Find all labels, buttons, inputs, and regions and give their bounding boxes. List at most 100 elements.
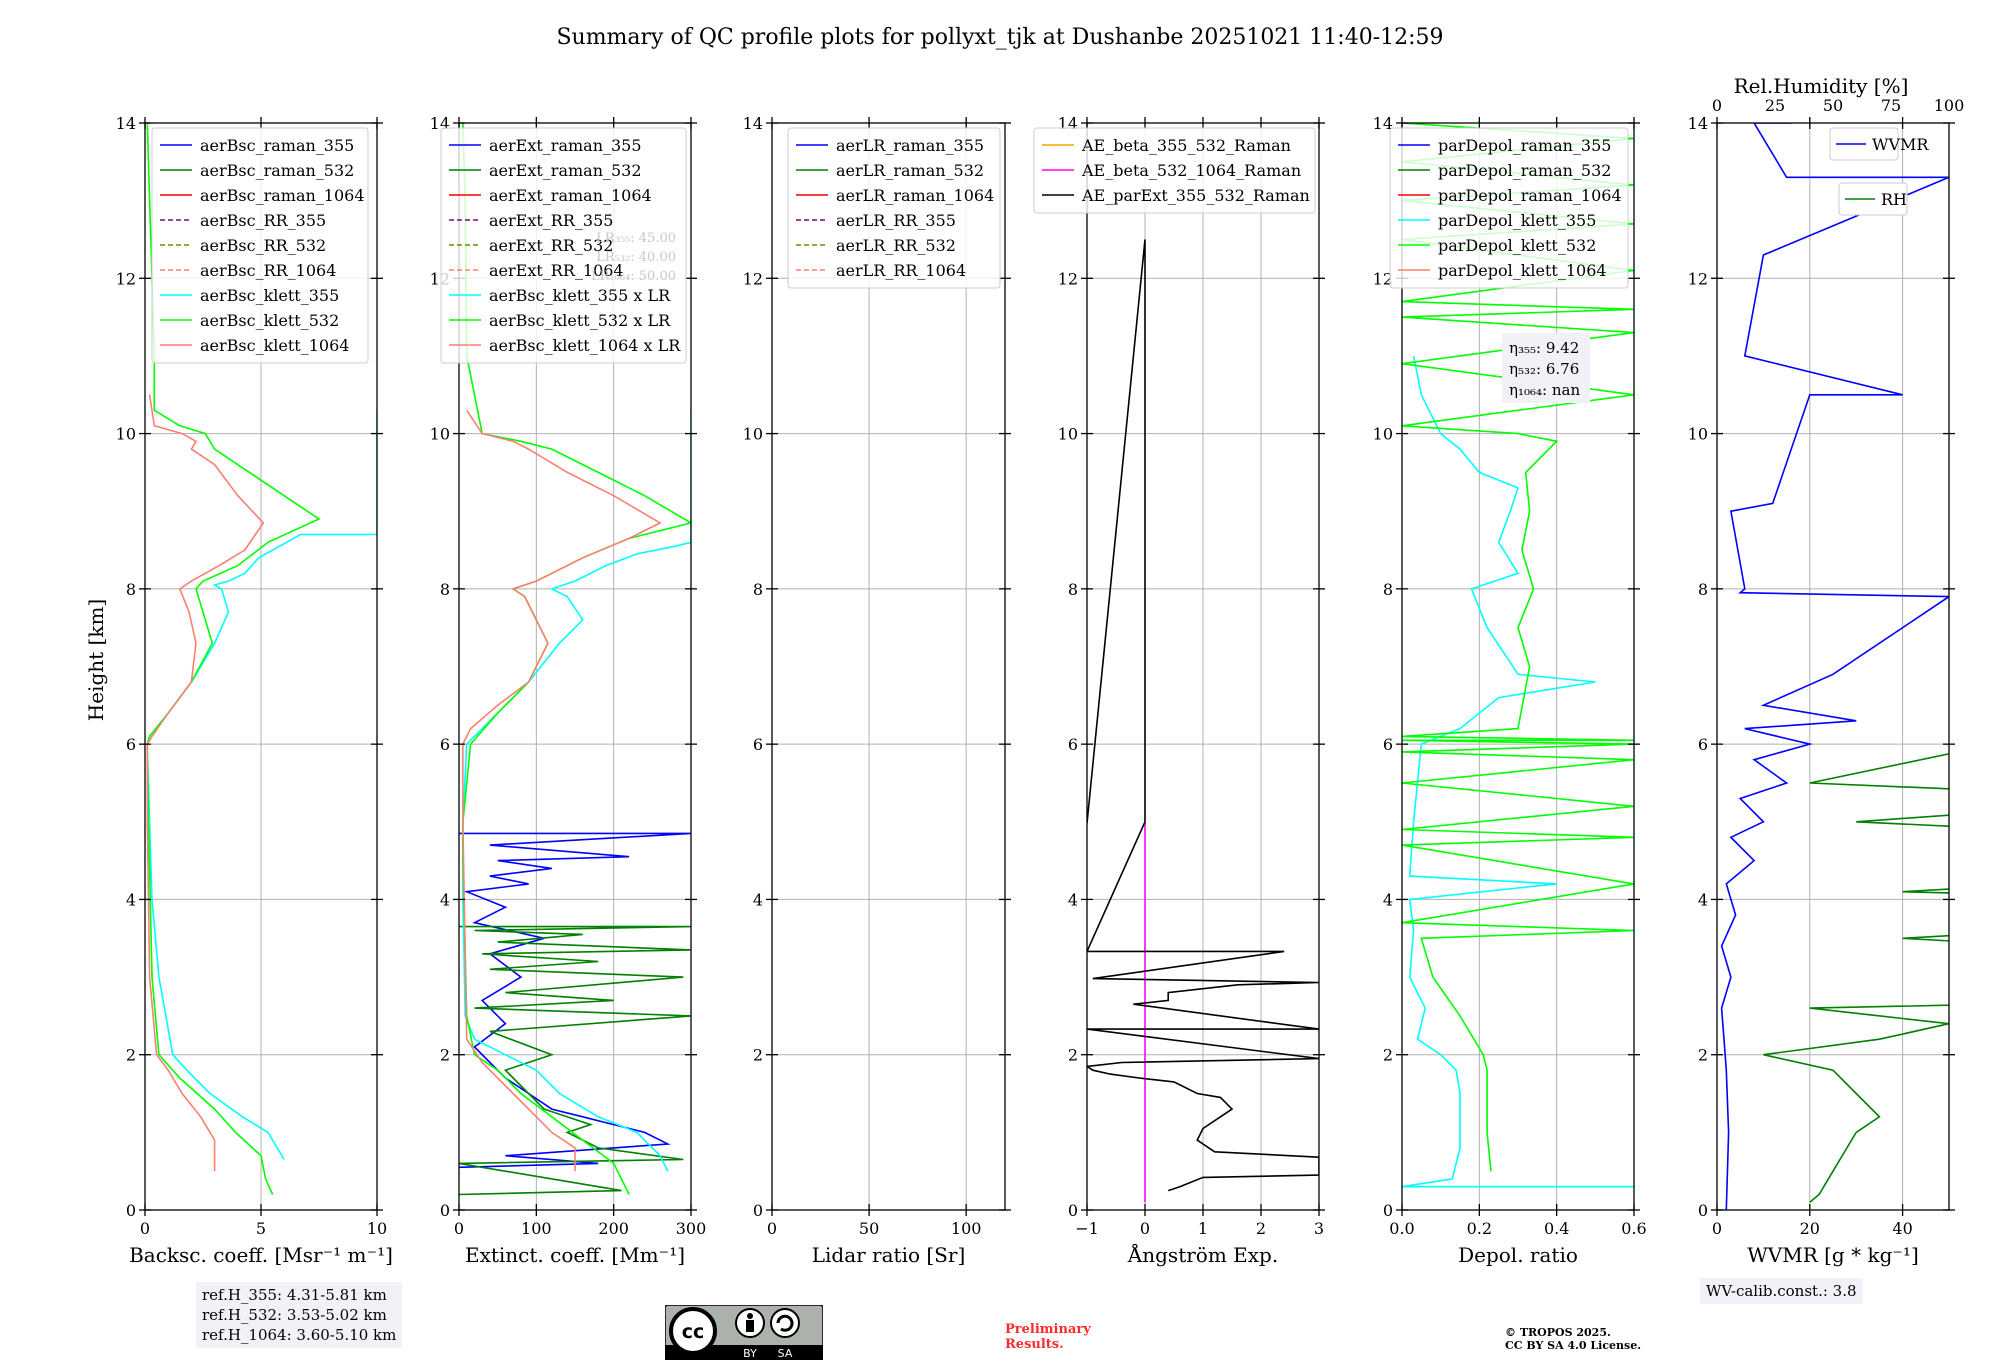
- person-head-shape: [747, 1313, 753, 1319]
- y-tick-label: 8: [1698, 580, 1708, 599]
- x-tick-label: 5: [256, 1219, 266, 1238]
- legend-label: aerBsc_RR_1064: [200, 261, 336, 280]
- copyright-line-2: CC BY SA 4.0 License.: [1505, 1339, 1642, 1352]
- legend-box: [1389, 127, 1629, 289]
- legend-box: [440, 127, 687, 364]
- y-tick-label: 4: [1698, 890, 1708, 909]
- y-tick-label: 8: [753, 580, 763, 599]
- legend-label: RH: [1881, 190, 1907, 209]
- x-tick-label: 200: [598, 1219, 629, 1238]
- panel-lr: 0 2 4 6 8 10 12 14 0 50 100 Lidar ratio [Sr] aerLR_r…: [743, 114, 1011, 1267]
- figure-title: Summary of QC profile plots for pollyxt_…: [556, 25, 1443, 50]
- cc-circle-glyph: cc: [682, 1321, 705, 1343]
- legend-box: [151, 127, 369, 364]
- y-tick-label: 2: [1383, 1046, 1393, 1065]
- copyright-line-1: © TROPOS 2025.: [1505, 1326, 1611, 1339]
- legend-label: aerExt_RR_1064: [489, 261, 624, 280]
- legend-label: aerBsc_klett_355: [200, 286, 339, 305]
- legend-label: aerBsc_raman_532: [200, 161, 354, 180]
- reference-height-box: ref.H_355: 4.31-5.81 km ref.H_532: 3.53-…: [196, 1282, 403, 1348]
- series-aerext-raman-355: [459, 832, 691, 1169]
- y-tick-label: 6: [753, 735, 763, 754]
- copyright-note: © TROPOS 2025. CC BY SA 4.0 License.: [1505, 1326, 1641, 1352]
- legend-label: aerBsc_RR_355: [200, 211, 326, 230]
- x-tick-label: 10: [367, 1219, 387, 1238]
- top-tick-label: 100: [1934, 96, 1965, 115]
- y-tick-label: 0: [1698, 1201, 1708, 1220]
- legend-label: parDepol_klett_532: [1438, 236, 1596, 255]
- series-aerbsc-klett-355-x-lr: [462, 410, 691, 1172]
- legend-label: aerExt_RR_532: [489, 236, 613, 255]
- legend-label: aerBsc_klett_1064 x LR: [489, 336, 681, 355]
- y-tick-label: 4: [126, 890, 136, 909]
- x-axis-label: Lidar ratio [Sr]: [812, 1243, 966, 1267]
- y-tick-label: 10: [116, 425, 136, 444]
- top-tick-label: 0: [1712, 96, 1722, 115]
- series-wvmr: [1720, 123, 1949, 1210]
- legend-label: AE_beta_532_1064_Raman: [1081, 161, 1301, 180]
- legend-label: aerBsc_klett_532: [200, 311, 339, 330]
- y-tick-label: 12: [1058, 269, 1078, 288]
- x-tick-label: 50: [859, 1219, 879, 1238]
- x-tick-label: 1: [1198, 1219, 1208, 1238]
- y-tick-label: 8: [1383, 580, 1393, 599]
- x-tick-label: 0.6: [1621, 1219, 1646, 1238]
- legend-label: aerLR_RR_1064: [836, 261, 966, 280]
- cc-sa-label: SA: [778, 1347, 793, 1360]
- axes-frame: [1401, 122, 1635, 1211]
- x-tick-label: 100: [951, 1219, 982, 1238]
- x-tick-label: −1: [1075, 1219, 1099, 1238]
- y-tick-label: 14: [1373, 114, 1393, 133]
- y-tick-label: 0: [1068, 1201, 1078, 1220]
- legend-label: aerLR_RR_532: [836, 236, 956, 255]
- legend-label: aerBsc_klett_532 x LR: [489, 311, 671, 330]
- legend-label: aerBsc_raman_1064: [200, 186, 365, 205]
- ref-height-532: ref.H_532: 3.53-5.02 km: [202, 1306, 387, 1324]
- x-tick-label: 0: [1140, 1219, 1150, 1238]
- series-aerbsc-klett-1064: [146, 394, 265, 1172]
- series-rh: [1763, 701, 1949, 1203]
- legend-label: aerLR_RR_355: [836, 211, 956, 230]
- y-tick-label: 8: [1068, 580, 1078, 599]
- y-tick-label: 10: [1688, 425, 1708, 444]
- y-tick-label: 8: [126, 580, 136, 599]
- lidar-ratio-note: LR₃₅₅: 45.00: [596, 231, 676, 246]
- x-tick-label: 0: [140, 1219, 150, 1238]
- y-tick-label: 4: [753, 890, 763, 909]
- cc-by-sa-license-icon: cc BY SA: [665, 1305, 823, 1360]
- lidar-ratio-note: LR₅₃₂: 40.00: [596, 250, 676, 265]
- legend-label: AE_parExt_355_532_Raman: [1081, 186, 1310, 205]
- preliminary-line-2: Results.: [1005, 1337, 1064, 1352]
- x-tick-label: 0: [1712, 1219, 1722, 1238]
- share-alike-icon: [770, 1308, 800, 1338]
- legend-label: aerExt_raman_355: [489, 136, 642, 155]
- x-axis-label: WVMR [g * kg⁻¹]: [1747, 1243, 1919, 1267]
- eta-box: [1502, 333, 1590, 403]
- x-axis-label: Depol. ratio: [1458, 1243, 1578, 1267]
- y-tick-label: 6: [440, 735, 450, 754]
- lidar-ratio-note: LR₁₀₆₄: 50.00: [591, 269, 676, 284]
- series-aerbsc-klett-1064-x-lr: [462, 409, 662, 1172]
- legend-label: aerBsc_klett_355 x LR: [489, 286, 671, 305]
- preliminary-note: Preliminary Results.: [1005, 1322, 1091, 1352]
- x-tick-label: 0: [454, 1219, 464, 1238]
- y-tick-label: 2: [1698, 1046, 1708, 1065]
- y-tick-label: 14: [116, 114, 136, 133]
- legend-label: parDepol_raman_355: [1438, 136, 1611, 155]
- axes-frame: [771, 122, 1006, 1211]
- y-tick-label: 6: [1068, 735, 1078, 754]
- y-tick-label: 4: [1068, 890, 1078, 909]
- top-tick-label: 75: [1881, 96, 1901, 115]
- y-tick-label: 8: [440, 580, 450, 599]
- y-tick-label: 4: [440, 890, 450, 909]
- x-axis-label: Extinct. coeff. [Mm⁻¹]: [465, 1243, 685, 1267]
- y-tick-label: 2: [126, 1046, 136, 1065]
- legend-label: parDepol_klett_1064: [1438, 261, 1607, 280]
- wv-calibration-box: WV-calib.const.: 3.8: [1700, 1278, 1863, 1304]
- y-tick-label: 10: [1058, 425, 1078, 444]
